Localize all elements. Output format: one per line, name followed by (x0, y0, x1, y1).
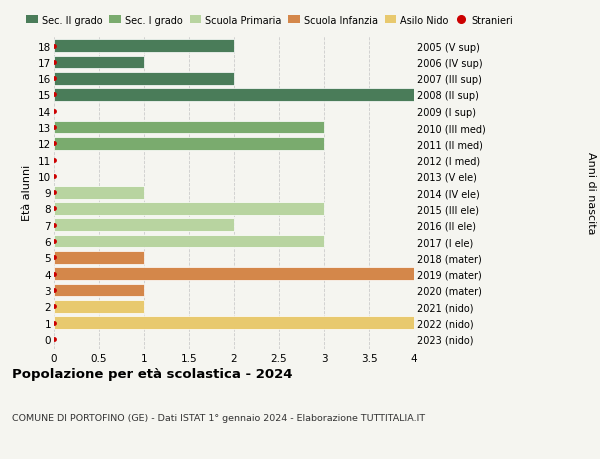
Bar (54, 73, 234, 85)
Bar (54, 252, 144, 264)
Bar (54, 219, 234, 232)
Bar (54, 317, 414, 329)
Bar (54, 40, 234, 53)
Bar (54, 300, 144, 313)
Bar (54, 186, 144, 199)
Bar (54, 122, 324, 134)
Bar (54, 89, 414, 101)
Bar (54, 138, 324, 151)
Legend: Sec. II grado, Sec. I grado, Scuola Primaria, Scuola Infanzia, Asilo Nido, Stran: Sec. II grado, Sec. I grado, Scuola Prim… (26, 16, 512, 26)
Text: COMUNE DI PORTOFINO (GE) - Dati ISTAT 1° gennaio 2024 - Elaborazione TUTTITALIA.: COMUNE DI PORTOFINO (GE) - Dati ISTAT 1°… (12, 413, 425, 422)
Bar (54, 284, 144, 297)
Text: Popolazione per età scolastica - 2024: Popolazione per età scolastica - 2024 (12, 367, 293, 380)
Text: Anni di nascita: Anni di nascita (586, 151, 596, 234)
Bar (54, 235, 324, 248)
Bar (54, 203, 324, 215)
Bar (54, 268, 414, 280)
Bar (54, 56, 144, 69)
Y-axis label: Età alunni: Età alunni (22, 165, 32, 221)
